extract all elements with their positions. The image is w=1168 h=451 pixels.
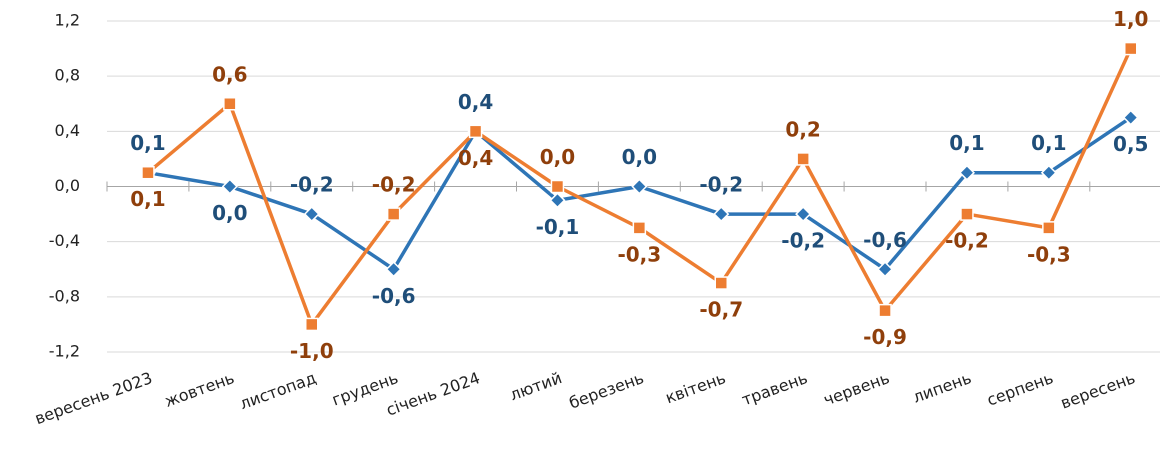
x-tick-label: листопад [237, 368, 319, 413]
data-label: 0,1 [949, 131, 984, 155]
data-label: -0,1 [536, 215, 580, 239]
y-tick-label: 1,2 [55, 11, 80, 30]
data-label: 1,0 [1113, 7, 1148, 31]
x-tick-label: вересень 2023 [32, 368, 155, 428]
data-label: 0,2 [785, 117, 820, 141]
data-label: -0,2 [945, 229, 989, 253]
data-label: -0,3 [617, 242, 661, 266]
data-label: 0,1 [130, 131, 165, 155]
x-tick-label: вересень [1058, 368, 1138, 412]
y-tick-label: -0,8 [49, 286, 80, 305]
marker [878, 303, 892, 318]
marker [960, 207, 974, 221]
marker [1122, 109, 1139, 126]
marker [221, 178, 238, 195]
data-label: -0,2 [372, 173, 416, 197]
marker [713, 206, 730, 223]
y-tick-label: 0,8 [55, 66, 80, 85]
data-label: -1,0 [290, 339, 334, 363]
data-label: -0,2 [699, 173, 743, 197]
marker [550, 179, 565, 194]
data-label: -0,3 [1027, 242, 1071, 266]
data-label: -0,2 [290, 173, 334, 197]
x-tick-label: серпень [984, 368, 1055, 409]
x-tick-label: травень [739, 368, 810, 409]
data-label: 0,6 [212, 62, 247, 86]
x-tick-label: червень [821, 368, 892, 409]
data-label: -0,2 [781, 229, 825, 253]
data-label: 0,4 [458, 90, 493, 114]
marker [958, 164, 976, 181]
marker [632, 221, 647, 235]
x-tick-label: березень [567, 368, 647, 413]
x-tick-label: січень 2024 [384, 368, 483, 419]
marker [386, 207, 401, 221]
y-tick-label: 0,0 [55, 176, 80, 195]
marker [549, 192, 566, 209]
x-tick-label: квітень [663, 368, 728, 407]
data-label: 0,4 [458, 146, 493, 170]
y-tick-label: -1,2 [49, 342, 80, 361]
marker [795, 206, 812, 223]
marker [305, 317, 319, 332]
data-label: -0,6 [372, 284, 416, 308]
marker [468, 124, 483, 139]
data-label: 0,1 [1031, 131, 1066, 155]
marker [876, 261, 894, 278]
marker [1042, 221, 1056, 235]
marker [141, 165, 155, 180]
x-tick-label: жовтень [162, 368, 237, 411]
marker [385, 261, 402, 278]
marker [303, 206, 320, 223]
data-label: 0,0 [540, 145, 575, 169]
data-label: -0,6 [863, 228, 907, 252]
data-label: 0,5 [1113, 132, 1148, 156]
data-label: -0,9 [863, 325, 907, 349]
marker [1124, 41, 1138, 56]
data-label: 0,0 [212, 201, 247, 225]
data-label: 0,1 [130, 187, 165, 211]
y-tick-label: -0,4 [49, 231, 80, 250]
x-tick-label: лютий [507, 368, 564, 404]
x-tick-label: липень [910, 368, 974, 407]
marker [714, 276, 728, 290]
y-tick-label: 0,4 [55, 121, 80, 140]
data-label: 0,0 [622, 145, 657, 169]
marker [631, 178, 648, 195]
data-label: -0,7 [699, 298, 743, 322]
marker [796, 152, 810, 166]
marker [223, 97, 237, 111]
marker [1040, 164, 1057, 181]
